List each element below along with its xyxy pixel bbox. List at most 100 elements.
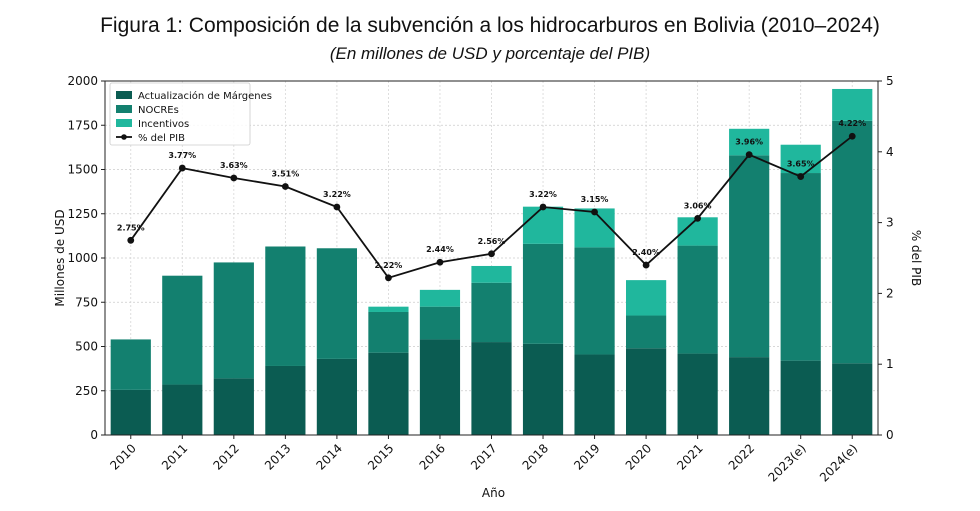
x-tick-label: 2010 [107,441,138,472]
bar-nocres-2018 [522,243,564,344]
y-tick-label: 750 [75,295,98,309]
y-tick-label: 2000 [67,74,98,88]
y-tick-label: 1250 [67,207,98,221]
bar-nocres-2022 [729,155,770,358]
x-tick-label: 2014 [314,441,345,472]
pib-data-label: 2.56% [478,237,506,246]
pib-point-2014 [333,203,341,211]
bar-nocres-2013 [265,246,306,366]
y-axis-label: Millones de USD [53,209,67,306]
pib-data-label: 4.22% [838,119,866,128]
pib-point-2022 [745,151,753,159]
pib-data-label: 2.44% [426,245,454,254]
pib-line: 2.75% 3.77% 3.63% 3.51% 3.22% 2.22% 2.44% 2.56%… [117,119,866,282]
x-tick-label: 2023(e) [765,441,808,484]
pib-point-2021 [694,214,702,222]
legend-box [109,82,251,146]
bar-margenes-2013 [265,365,306,435]
bar-nocres-2019 [574,247,615,355]
pib-point-2015 [385,274,392,282]
x-tick-label: 2012 [210,441,241,472]
pib-data-label: 3.22% [323,190,351,199]
pib-point-2019 [591,208,598,216]
x-tick-label: 2016 [417,441,448,472]
x-tick-label: 2017 [468,441,499,472]
x-tick-label: 2021 [674,441,705,472]
bar-nocres-2014 [316,248,357,359]
bar-nocres-2011 [162,275,203,385]
bar-margenes-2020 [626,348,667,435]
pib-point-2020 [642,261,650,269]
bar-nocres-2024(e) [832,120,873,364]
bar-nocres-2017 [471,282,512,343]
pib-data-label: 2.22% [375,261,403,270]
bar-margenes-2010 [110,389,151,435]
bar-margenes-2012 [213,378,254,435]
pib-point-2012 [230,174,238,182]
pib-data-label: 3.77% [168,151,196,160]
x-tick-label: 2024(e) [817,441,860,484]
pib-data-label: 3.96% [735,138,763,147]
bar-nocres-2021 [677,245,718,354]
legend-swatch [116,119,132,127]
pib-point-2017 [488,250,495,258]
y-tick-label: 250 [75,384,98,398]
pib-point-2023(e) [797,173,805,180]
bar-margenes-2021 [677,353,718,435]
bar-margenes-2024(e) [832,363,873,435]
y-tick-label: 500 [75,340,98,354]
bar-incentivos-2017 [471,265,512,283]
legend-swatch [116,105,132,113]
y2-tick-label: 4 [886,145,894,159]
pib-data-label: 3.06% [684,201,712,210]
bar-margenes-2023(e) [780,360,821,435]
pib-data-label: 3.51% [271,169,299,178]
bar-nocres-2016 [419,306,461,340]
y-tick-label: 1000 [67,251,98,265]
x-tick-label: 2011 [159,441,190,472]
bar-margenes-2014 [316,358,357,435]
x-tick-label: 2015 [365,441,396,472]
bar-margenes-2016 [419,339,461,435]
pib-point-2018 [539,203,547,211]
legend: Actualización de Márgenes NOCREs Incentivo… [109,82,272,146]
y2-tick-label: 3 [886,216,894,230]
pib-data-label: 3.15% [581,195,609,204]
bar-incentivos-2015 [368,306,409,312]
pib-point-2011 [178,164,186,172]
x-tick-label: 2019 [571,441,602,472]
bar-incentivos-2022 [729,128,770,156]
y-tick-label: 0 [90,428,98,442]
bar-nocres-2020 [626,315,667,349]
bar-incentivos-2020 [626,280,667,316]
y-tick-label: 1500 [67,163,98,177]
x-tick-label: 2013 [262,441,293,472]
legend-entry-label: Incentivos [138,119,189,130]
y-tick-label: 1750 [67,118,98,132]
pib-data-label: 3.63% [220,161,248,170]
bar-incentivos-2018 [522,206,564,244]
bar-incentivos-2024(e) [832,88,873,121]
y2-tick-label: 0 [886,428,894,442]
legend-entry-label: % del PIB [138,133,185,144]
pib-data-label: 3.65% [787,160,815,169]
pib-point-2013 [281,183,289,190]
legend-entry-label: Actualización de Márgenes [138,90,272,102]
chart-subtitle: (En millones de USD y porcentaje del PIB… [329,44,651,63]
stacked-bars [110,88,873,435]
chart-title: Figura 1: Composición de la subvención a… [100,14,880,37]
pib-data-label: 3.22% [529,190,557,199]
pib-data-label: 2.75% [117,223,145,232]
pib-point-2024(e) [848,132,856,140]
pib-data-label: 2.40% [632,248,660,257]
x-axis-label: Año [482,486,505,500]
x-tick-label: 2020 [623,441,654,472]
bar-nocres-2010 [110,339,151,390]
bar-incentivos-2016 [419,289,461,307]
bar-margenes-2018 [522,343,564,435]
y2-tick-label: 5 [886,74,894,88]
bar-nocres-2012 [213,262,254,379]
legend-swatch [116,91,132,99]
bar-margenes-2015 [368,352,409,435]
